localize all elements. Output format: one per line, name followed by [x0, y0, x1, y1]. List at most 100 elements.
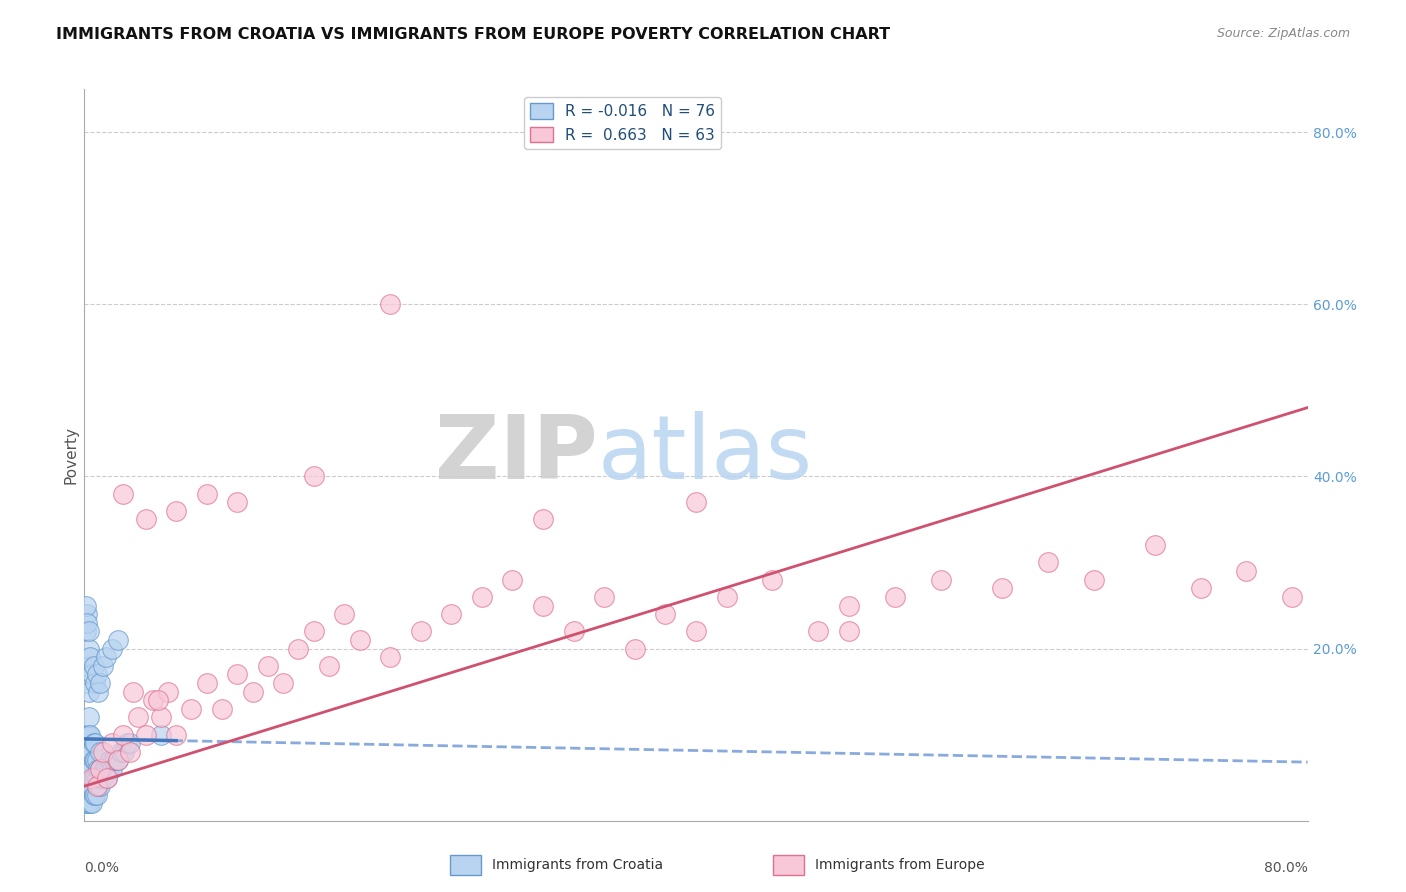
Legend: R = -0.016   N = 76, R =  0.663   N = 63: R = -0.016 N = 76, R = 0.663 N = 63 — [524, 97, 721, 149]
FancyBboxPatch shape — [450, 855, 481, 875]
Point — [75, 797, 97, 811]
Point — [76, 658, 98, 673]
Text: ZIP: ZIP — [436, 411, 598, 499]
Point — [107, 753, 129, 767]
Point — [333, 607, 356, 621]
Point — [120, 736, 142, 750]
Point — [77, 710, 100, 724]
Point — [76, 607, 98, 621]
Point — [531, 512, 554, 526]
Point — [80, 779, 103, 793]
Point — [112, 745, 135, 759]
Point — [79, 728, 101, 742]
Point — [96, 771, 118, 785]
Point — [195, 486, 218, 500]
Point — [76, 779, 98, 793]
Point — [761, 573, 783, 587]
Point — [165, 504, 187, 518]
Point — [83, 753, 105, 767]
Point — [77, 779, 100, 793]
Point — [110, 745, 132, 759]
Text: Source: ZipAtlas.com: Source: ZipAtlas.com — [1216, 27, 1350, 40]
Point — [104, 753, 127, 767]
Point — [302, 624, 325, 639]
Point — [79, 650, 101, 665]
Point — [94, 650, 117, 665]
Point — [97, 762, 120, 776]
Point — [77, 624, 100, 639]
Point — [149, 728, 172, 742]
Point — [107, 632, 129, 647]
Point — [1036, 556, 1059, 570]
Point — [86, 753, 108, 767]
Point — [77, 797, 100, 811]
Point — [86, 779, 108, 793]
Point — [93, 762, 115, 776]
Point — [91, 658, 114, 673]
Point — [80, 667, 103, 681]
Point — [502, 573, 524, 587]
Text: atlas: atlas — [598, 411, 813, 499]
Point — [1236, 564, 1258, 578]
Point — [380, 650, 402, 665]
Point — [96, 771, 118, 785]
Point — [101, 641, 124, 656]
Point — [135, 512, 157, 526]
Point — [1083, 573, 1105, 587]
Point — [838, 624, 860, 639]
Point — [89, 676, 111, 690]
Point — [89, 745, 111, 759]
Point — [654, 607, 676, 621]
Point — [79, 745, 101, 759]
Point — [87, 762, 110, 776]
Point — [79, 797, 101, 811]
Point — [226, 667, 249, 681]
Point — [84, 753, 107, 767]
Point — [593, 590, 616, 604]
Point — [77, 728, 100, 742]
Point — [77, 641, 100, 656]
Point — [165, 728, 187, 742]
Point — [685, 495, 707, 509]
Point — [89, 762, 111, 776]
Point — [94, 762, 117, 776]
Point — [120, 745, 142, 759]
Point — [76, 745, 98, 759]
Point — [107, 753, 129, 767]
Point — [1281, 590, 1303, 604]
Point — [77, 745, 100, 759]
Point — [380, 297, 402, 311]
Point — [111, 486, 134, 500]
Point — [180, 702, 202, 716]
Point — [75, 762, 97, 776]
Point — [883, 590, 905, 604]
Point — [101, 736, 124, 750]
Point — [157, 684, 180, 698]
Point — [91, 745, 114, 759]
Point — [195, 676, 218, 690]
Point — [440, 607, 463, 621]
Point — [83, 771, 105, 785]
Point — [111, 728, 134, 742]
Point — [76, 797, 98, 811]
Point — [929, 573, 952, 587]
Point — [75, 779, 97, 793]
Point — [257, 658, 280, 673]
FancyBboxPatch shape — [773, 855, 804, 875]
Point — [80, 745, 103, 759]
Point — [838, 599, 860, 613]
Point — [1189, 582, 1212, 596]
Point — [84, 676, 107, 690]
Point — [87, 779, 110, 793]
Point — [471, 590, 494, 604]
Point — [287, 641, 309, 656]
Point — [242, 684, 264, 698]
Point — [75, 676, 97, 690]
Point — [562, 624, 585, 639]
Point — [127, 710, 149, 724]
Point — [101, 762, 124, 776]
Point — [318, 658, 340, 673]
Point — [226, 495, 249, 509]
Point — [87, 684, 110, 698]
Point — [149, 710, 172, 724]
